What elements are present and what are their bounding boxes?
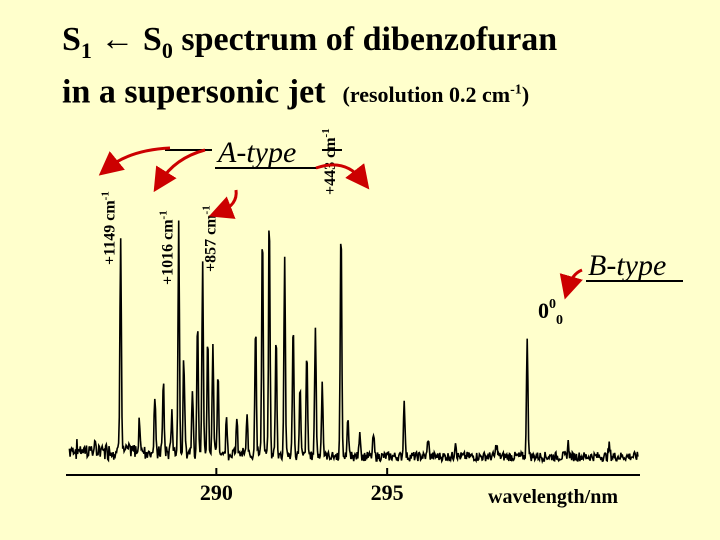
spectrum-trace	[68, 220, 639, 465]
origin-band-sup: 0	[549, 297, 556, 312]
x-ticks-group: 290 295	[200, 468, 404, 505]
origin-band-sub: 0	[556, 313, 563, 328]
peak-annotation-text-1: +1149 cm	[102, 200, 119, 265]
peak-annotation-sup-3: -1	[201, 205, 213, 214]
title-line-1: S1 ← S0 spectrum of dibenzofuran	[62, 20, 557, 71]
arrow-to-origin	[559, 268, 583, 300]
arrow-to-1149	[98, 146, 171, 176]
peak-annotation-3: +857 cm-1	[201, 205, 220, 272]
x-tick-label-295: 295	[371, 480, 404, 505]
title-line-2: in a supersonic jet (resolution 0.2 cm-1…	[62, 71, 557, 115]
title-s1-sub: 1	[80, 37, 92, 63]
origin-band-main: 0	[538, 298, 549, 323]
x-axis-label: wavelength/nm	[488, 486, 618, 508]
chart-title: S1 ← S0 spectrum of dibenzofuran in a su…	[62, 20, 557, 115]
a-type-label: A-type	[216, 136, 296, 169]
peak-annotation-sup-1: -1	[100, 191, 112, 200]
title-resolution-text: (resolution 0.2 cm	[342, 82, 511, 108]
title-line1-rest: spectrum of dibenzofuran	[172, 21, 558, 58]
arrow-to-1016	[153, 148, 206, 193]
peak-annotation-text-3: +857 cm	[203, 214, 220, 272]
arrow-to-857	[208, 189, 238, 219]
x-tick-label-290: 290	[200, 480, 233, 505]
peak-annotation-sup-2: -1	[158, 210, 170, 219]
title-resolution-close: )	[521, 82, 530, 108]
title-line2-main: in a supersonic jet	[62, 73, 326, 111]
spectrum-trace-group	[68, 220, 639, 465]
peak-annotation-4: +443 cm-1	[320, 128, 339, 195]
peak-annotation-2: +1016 cm-1	[158, 210, 177, 285]
b-type-label: B-type	[588, 249, 666, 282]
title-s0-sub: 0	[161, 37, 173, 63]
arrow-to-443	[315, 163, 370, 190]
title-resolution: (resolution 0.2 cm-1)	[343, 82, 530, 107]
peak-annotation-1: +1149 cm-1	[100, 191, 119, 265]
origin-band-label: 000	[538, 297, 563, 328]
peak-annotation-sup-4: -1	[320, 128, 332, 137]
title-s1-letter: S	[62, 21, 81, 58]
title-arrow-s0: ← S	[91, 21, 162, 58]
title-resolution-sup: -1	[510, 82, 522, 98]
peak-annotation-text-2: +1016 cm	[160, 219, 177, 285]
